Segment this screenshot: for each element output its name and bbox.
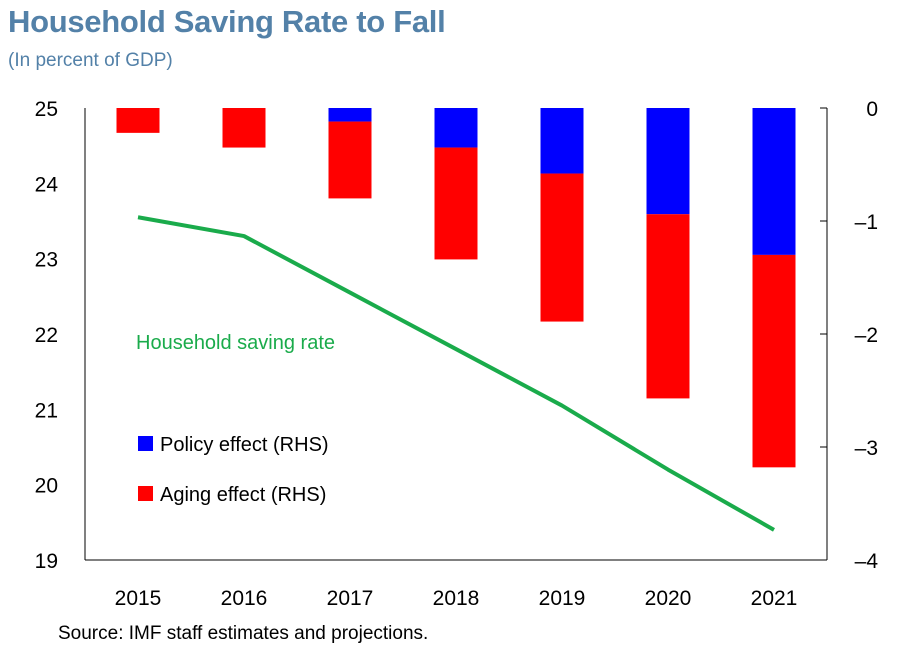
bar-policy-2021 (752, 108, 796, 255)
bar-aging-2019 (540, 173, 584, 322)
x-tick-label-2020: 2020 (645, 587, 692, 610)
bar-policy-2017 (328, 108, 372, 122)
legend-swatch-policy (138, 436, 153, 451)
source-note: Source: IMF staff estimates and projecti… (58, 623, 429, 644)
bar-policy-2018 (434, 108, 478, 148)
x-tick-label-2021: 2021 (751, 587, 798, 610)
right-tick-label--2: –2 (855, 324, 878, 347)
left-axis-ticks: 19 20 21 22 23 24 25 (35, 98, 59, 573)
x-tick-label-2019: 2019 (539, 587, 586, 610)
x-tick-label-2015: 2015 (115, 587, 162, 610)
line-layer (137, 215, 775, 532)
legend: Policy effect (RHS) Aging effect (RHS) (138, 434, 329, 506)
right-tick-label--4: –4 (855, 550, 879, 573)
left-tick-label-21: 21 (35, 399, 58, 422)
bar-aging-2018 (434, 147, 478, 260)
x-tick-label-2018: 2018 (433, 587, 480, 610)
bar-aging-2017 (328, 121, 372, 199)
legend-label-aging: Aging effect (RHS) (160, 484, 326, 506)
legend-label-policy: Policy effect (RHS) (160, 434, 329, 456)
left-tick-label-20: 20 (35, 475, 58, 498)
right-tick-label--1: –1 (855, 211, 878, 234)
line-series-label: Household saving rate (136, 332, 335, 354)
left-tick-label-19: 19 (35, 550, 58, 573)
chart-title: Household Saving Rate to Fall (8, 4, 446, 39)
chart-subtitle: (In percent of GDP) (8, 50, 173, 71)
left-tick-label-22: 22 (35, 324, 58, 347)
left-tick-label-25: 25 (35, 98, 58, 121)
bar-policy-2020 (646, 108, 690, 215)
right-tick-label-0: 0 (866, 98, 878, 121)
right-axis-ticks: 0 –1 –2 –3 –4 (820, 98, 878, 573)
x-axis-ticks: 2015 2016 2017 2018 2019 2020 2021 (115, 587, 798, 610)
line-household-saving-rate (137, 215, 775, 532)
bar-aging-2020 (646, 214, 690, 399)
bars-group (116, 108, 796, 468)
bar-policy-2019 (540, 108, 584, 174)
bar-aging-2015 (116, 108, 160, 133)
left-tick-label-23: 23 (35, 249, 58, 272)
bar-aging-2021 (752, 254, 796, 468)
x-tick-label-2017: 2017 (327, 587, 374, 610)
legend-swatch-aging (138, 486, 153, 501)
right-tick-label--3: –3 (855, 437, 878, 460)
left-tick-label-24: 24 (35, 173, 59, 196)
bar-aging-2016 (222, 108, 266, 148)
x-tick-label-2016: 2016 (221, 587, 268, 610)
